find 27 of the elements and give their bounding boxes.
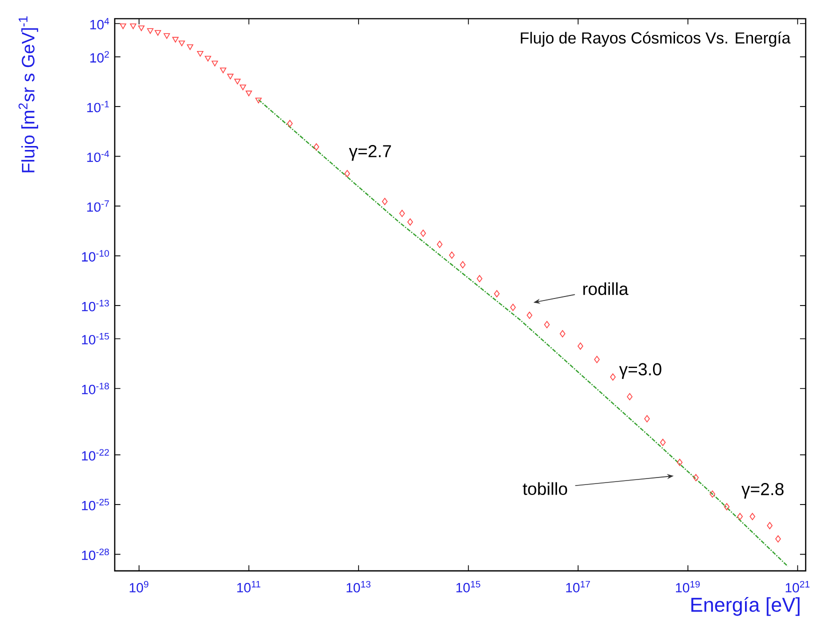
y-tick-label: 10$^{-7}$: [87, 200, 109, 212]
x-tick-label: 10$^{9}$: [130, 580, 148, 592]
annotation: tobillo: [522, 482, 568, 495]
y-tick-label: 10$^{-13}$: [82, 300, 109, 312]
annotation: γ=3.0: [619, 363, 662, 379]
annotation: γ=2.8: [741, 482, 784, 499]
annotation: γ=2.7: [348, 144, 391, 161]
text: Flujo de Rayos Cósmicos Vs. Energía: [520, 32, 791, 47]
x-tick-label: 10$^{17}$: [566, 580, 590, 592]
x-tick-label: 10$^{21}$: [786, 580, 810, 592]
y-axis-title: Flujo [m$^{2}$sr s GeV]$^{-1}$: [18, 16, 38, 172]
x-tick-label: 10$^{11}$: [237, 580, 260, 592]
y-tick-label: 10$^{-18}$: [82, 382, 109, 394]
annotation: rodilla: [583, 282, 628, 295]
y-tick-label: 10$^{-10}$: [82, 250, 109, 262]
y-tick-label: 10$^{-28}$: [82, 548, 109, 560]
x-tick-label: 10$^{19}$: [676, 580, 700, 592]
y-tick-label: 10$^{4}$: [90, 18, 110, 30]
x-axis-title: Energía [eV]: [691, 596, 800, 616]
y-tick-label: 10$^{-4}$: [87, 150, 110, 162]
y-tick-label: 10$^{-15}$: [82, 332, 109, 344]
x-tick-label: 10$^{13}$: [346, 580, 370, 592]
y-tick-label: 10$^{2}$: [90, 50, 109, 62]
y-tick-label: 10$^{-1}$: [87, 100, 109, 112]
y-tick-label: 10$^{-25}$: [82, 498, 109, 510]
x-tick-label: 10$^{15}$: [456, 580, 480, 592]
y-tick-label: 10$^{-22}$: [82, 448, 109, 460]
